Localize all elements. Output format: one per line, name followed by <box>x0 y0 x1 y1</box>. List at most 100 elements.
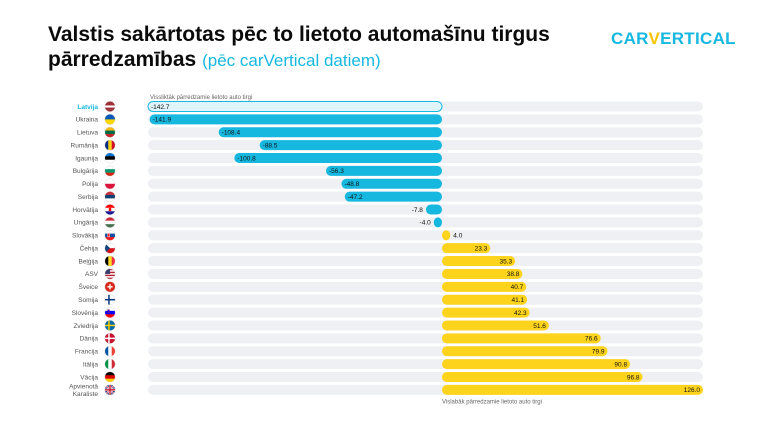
bar-belgija <box>442 256 516 267</box>
bar-track <box>148 320 703 331</box>
value-label: 42.3 <box>514 310 527 317</box>
category-label: Igaunija <box>75 155 98 162</box>
flag-hu-icon <box>104 217 116 228</box>
category-label: Horvātija <box>72 207 98 214</box>
value-label: 23.3 <box>475 245 488 252</box>
flag-hr-icon <box>104 204 116 215</box>
flag-bg-icon <box>104 165 116 177</box>
category-label: Itālija <box>83 361 99 368</box>
value-label: -48.8 <box>344 181 359 188</box>
value-label: 90.8 <box>614 361 627 368</box>
bar-igaunija <box>234 153 442 164</box>
category-label: Latvija <box>77 104 98 111</box>
category-label: Slovākija <box>72 233 98 240</box>
title-text: Valstis sakārtotas pēc to lietoto automa… <box>48 23 550 71</box>
bar-track <box>148 230 703 241</box>
value-label: -56.3 <box>329 168 344 175</box>
bar-serbija <box>344 191 442 202</box>
bar-bulgarija <box>326 165 442 176</box>
flag-ch-icon <box>104 281 116 293</box>
category-label: Bulgārija <box>73 168 99 175</box>
flag-se-icon <box>104 320 116 331</box>
value-label: 40.7 <box>511 284 524 291</box>
bar-apvienota-karaliste <box>442 384 703 395</box>
bar-track <box>148 294 703 305</box>
category-label: Slovēnija <box>72 310 99 317</box>
flag-lv-icon <box>104 101 116 112</box>
value-label: 41.1 <box>511 297 524 304</box>
bar-ungarija <box>433 217 442 228</box>
value-label: 38.8 <box>507 271 520 278</box>
category-label: Ukraina <box>76 117 99 124</box>
flag-pl-icon <box>104 178 116 190</box>
title-subtitle: (pēc carVertical datiem) <box>202 51 381 70</box>
bar-track <box>148 281 703 292</box>
bar-cehija <box>442 243 491 254</box>
category-label: Beļģija <box>78 257 98 265</box>
category-label: Zviedrija <box>73 323 98 330</box>
bar-track <box>148 256 703 267</box>
flag-rs-icon <box>104 191 116 203</box>
carvertical-logo: CARVERTICAL <box>611 29 736 49</box>
category-label: Vācija <box>80 374 98 381</box>
flag-sk-icon <box>104 229 116 241</box>
value-label: -47.2 <box>348 194 363 201</box>
value-label: 35.3 <box>499 258 512 265</box>
bar-danija <box>442 333 601 344</box>
bar-ukraina <box>149 114 443 125</box>
category-label: Lietuva <box>77 130 98 137</box>
value-label: 79.9 <box>592 349 605 356</box>
value-label: -141.9 <box>153 117 172 124</box>
value-label: -7.8 <box>412 207 424 214</box>
category-label: Rumānija <box>71 142 99 149</box>
flag-cz-icon <box>104 242 116 254</box>
value-label: 51.6 <box>533 323 546 330</box>
bar-track <box>148 243 703 254</box>
logo-left-text: CAR <box>611 29 649 48</box>
bar-somija <box>442 294 528 305</box>
category-label: Serbija <box>78 194 99 201</box>
bar-track <box>148 333 703 344</box>
bar-asv <box>442 268 523 279</box>
flag-ee-icon <box>104 152 116 164</box>
value-label: 76.6 <box>585 336 598 343</box>
bar-horvatija <box>425 204 442 215</box>
flag-fr-icon <box>104 345 116 357</box>
category-label: Somija <box>78 297 98 304</box>
chart-title: Valstis sakārtotas pēc to lietoto automa… <box>48 22 608 73</box>
bar-track <box>148 307 703 318</box>
bar-zviedrija <box>442 320 549 331</box>
category-label: Apvienotā Karaliste <box>69 383 98 398</box>
value-label: -100.8 <box>237 155 256 162</box>
category-label: Polija <box>82 181 98 188</box>
value-label: -4.0 <box>420 220 432 227</box>
value-label: 96.8 <box>627 374 640 381</box>
value-label: -88.5 <box>263 142 278 149</box>
flag-si-icon <box>104 307 116 318</box>
logo-v-text: V <box>648 29 661 48</box>
bar-track <box>148 204 703 215</box>
value-label: -108.4 <box>222 130 241 137</box>
category-label: Dānija <box>80 336 99 343</box>
flag-fi-icon <box>104 294 116 306</box>
bar-polija <box>341 178 442 189</box>
logo-right-text: ERTICAL <box>660 29 736 48</box>
bar-vacija <box>442 371 643 382</box>
bar-track <box>148 346 703 357</box>
category-label: Šveice <box>78 282 98 291</box>
bottom-note: Vislabāk pārredzamie lietoto auto tirgi <box>442 400 542 406</box>
category-label: ASV <box>85 271 99 278</box>
bar-italija <box>442 359 631 370</box>
bar-francija <box>442 346 608 357</box>
category-label: Ungārija <box>74 220 99 227</box>
bar-slovenija <box>442 307 530 318</box>
flag-de-icon <box>104 371 116 383</box>
flag-it-icon <box>104 358 116 370</box>
flag-ua-icon <box>104 113 116 125</box>
bar-latvija <box>147 101 443 112</box>
value-label: 4.0 <box>453 233 462 240</box>
flag-be-icon <box>104 255 116 267</box>
category-label: Čehija <box>80 243 99 252</box>
top-note: Vissliktāk pārredzamie lietoto auto tirg… <box>150 95 252 101</box>
